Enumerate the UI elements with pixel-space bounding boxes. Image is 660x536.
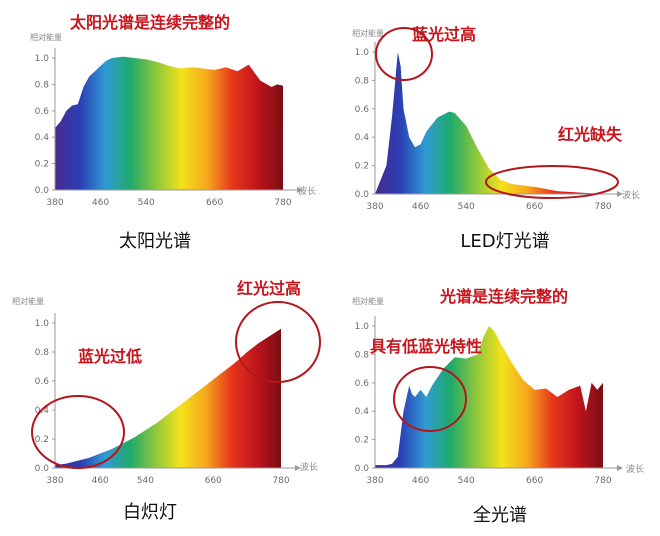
x-axis-arrow xyxy=(617,465,623,471)
x-tick-label: 780 xyxy=(274,198,291,208)
annotation-circle xyxy=(393,366,467,432)
panel-sunlight: 0.0 0.2 0.4 0.6 0.8 1.0 380 460 540 660 780 相对能量 波长太… xyxy=(0,0,330,268)
y-tick-label: 0.0 xyxy=(35,186,50,196)
panel-incandescent: 0.0 0.2 0.4 0.6 0.8 1.0 380 460 540 660 780 相对能量波长 红… xyxy=(0,268,330,536)
x-tick-label: 380 xyxy=(46,476,63,486)
y-tick-label: 0.6 xyxy=(355,379,370,389)
x-tick-label: 780 xyxy=(594,202,611,212)
x-tick-label: 460 xyxy=(412,476,429,486)
y-tick-label: 0.2 xyxy=(35,160,49,170)
x-axis-label: 波长 xyxy=(298,185,316,197)
x-axis-label: 波长 xyxy=(300,461,318,473)
y-tick-label: 0.8 xyxy=(35,80,50,90)
y-tick-label: 0.4 xyxy=(355,407,370,417)
y-tick-label: 0.6 xyxy=(35,377,50,387)
annotation-circle xyxy=(485,165,619,199)
annotation-circle xyxy=(235,301,321,383)
x-tick-label: 540 xyxy=(138,198,155,208)
x-tick-label: 540 xyxy=(458,476,475,486)
y-tick-label: 0.0 xyxy=(355,190,370,200)
x-tick-label: 460 xyxy=(92,198,109,208)
x-tick-label: 380 xyxy=(366,476,383,486)
y-tick-label: 0.2 xyxy=(35,435,49,445)
annotation-circle xyxy=(31,395,125,469)
x-axis-arrow xyxy=(297,187,303,193)
annotation-circle xyxy=(375,27,433,81)
spectrum-area xyxy=(375,52,603,194)
y-axis-label: 相对能量 xyxy=(352,28,384,38)
y-tick-label: 0.8 xyxy=(355,350,370,360)
annotation-text: 红光过高 xyxy=(237,279,301,298)
spectrum-area xyxy=(55,328,281,468)
y-tick-label: 0.6 xyxy=(355,105,370,115)
x-tick-label: 660 xyxy=(526,202,543,212)
x-axis-arrow xyxy=(295,465,301,471)
chart-caption: 白炽灯 xyxy=(123,502,177,523)
y-tick-label: 0.0 xyxy=(35,464,50,474)
y-tick-label: 0.0 xyxy=(355,464,370,474)
x-tick-label: 540 xyxy=(458,202,475,212)
annotation-text: 光谱是连续完整的 xyxy=(439,287,568,306)
x-tick-label: 780 xyxy=(272,476,289,486)
spectrum-area xyxy=(55,56,283,191)
y-tick-label: 0.4 xyxy=(355,133,370,143)
y-tick-label: 1.0 xyxy=(355,322,370,332)
y-tick-label: 1.0 xyxy=(355,48,370,58)
x-tick-label: 660 xyxy=(205,476,222,486)
x-tick-label: 780 xyxy=(594,476,611,486)
x-tick-label: 460 xyxy=(92,476,109,486)
x-axis-label: 波长 xyxy=(622,189,640,201)
x-tick-label: 660 xyxy=(526,476,543,486)
chart-caption: 太阳光谱 xyxy=(119,231,191,252)
y-tick-label: 0.4 xyxy=(35,406,50,416)
y-tick-label: 0.2 xyxy=(355,162,369,172)
x-axis-arrow xyxy=(617,191,623,197)
panel-led: 0.0 0.2 0.4 0.6 0.8 1.0 380 460 540 660 780 相对能量 波长蓝… xyxy=(330,0,660,268)
x-tick-label: 540 xyxy=(137,476,154,486)
y-tick-label: 1.0 xyxy=(35,319,50,329)
chart-caption: LED灯光谱 xyxy=(460,231,549,252)
annotation-text: 太阳光谱是连续完整的 xyxy=(69,13,230,32)
y-tick-label: 0.8 xyxy=(35,348,50,358)
panel-full-spectrum: 0.0 0.2 0.4 0.6 0.8 1.0 380 460 540 660 780 相对能量波长 光… xyxy=(330,268,660,536)
chart-caption: 全光谱 xyxy=(473,505,527,526)
y-axis-label: 相对能量 xyxy=(352,296,384,306)
x-tick-label: 380 xyxy=(366,202,383,212)
annotation-text: 红光缺失 xyxy=(558,125,623,144)
y-tick-label: 1.0 xyxy=(35,54,50,64)
annotation-text: 具有低蓝光特性 xyxy=(370,337,482,356)
y-tick-label: 0.2 xyxy=(355,436,369,446)
x-tick-label: 460 xyxy=(412,202,429,212)
y-tick-label: 0.6 xyxy=(35,107,50,117)
x-tick-label: 660 xyxy=(206,198,223,208)
y-axis-label: 相对能量 xyxy=(30,32,62,42)
y-tick-label: 0.8 xyxy=(355,76,370,86)
y-tick-label: 0.4 xyxy=(35,133,50,143)
spectrum-area xyxy=(375,326,603,468)
y-axis-label: 相对能量 xyxy=(12,296,44,306)
x-axis-label: 波长 xyxy=(626,463,644,475)
x-tick-label: 380 xyxy=(46,198,63,208)
annotation-text: 蓝光过低 xyxy=(78,347,142,366)
